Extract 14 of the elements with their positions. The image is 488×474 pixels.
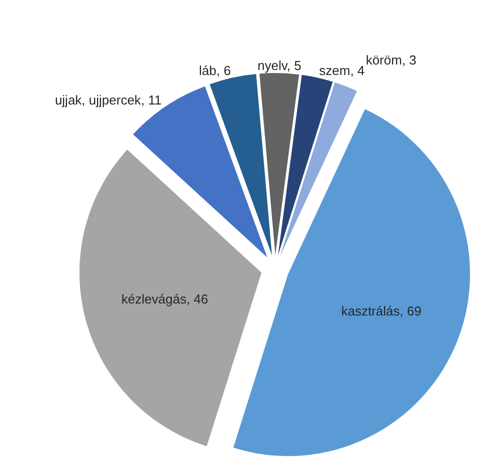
slice-label: ujjak, ujjpercek (54, 92, 142, 107)
slice-label: láb (199, 62, 216, 78)
slice-label: köröm (366, 52, 402, 67)
data-label: , 6 (216, 62, 231, 78)
slice-label: nyelv (258, 58, 288, 73)
data-label: , 5 (286, 58, 302, 73)
data-label: , 69 (400, 302, 422, 318)
slice-label: kézlevágás (121, 291, 187, 306)
data-label: , 3 (402, 52, 416, 67)
slice-label: kasztrálás (341, 302, 400, 318)
data-label: , 11 (140, 92, 162, 107)
data-label: , 4 (350, 62, 365, 78)
data-label: , 46 (186, 291, 208, 306)
slice-label: szem (319, 62, 350, 78)
